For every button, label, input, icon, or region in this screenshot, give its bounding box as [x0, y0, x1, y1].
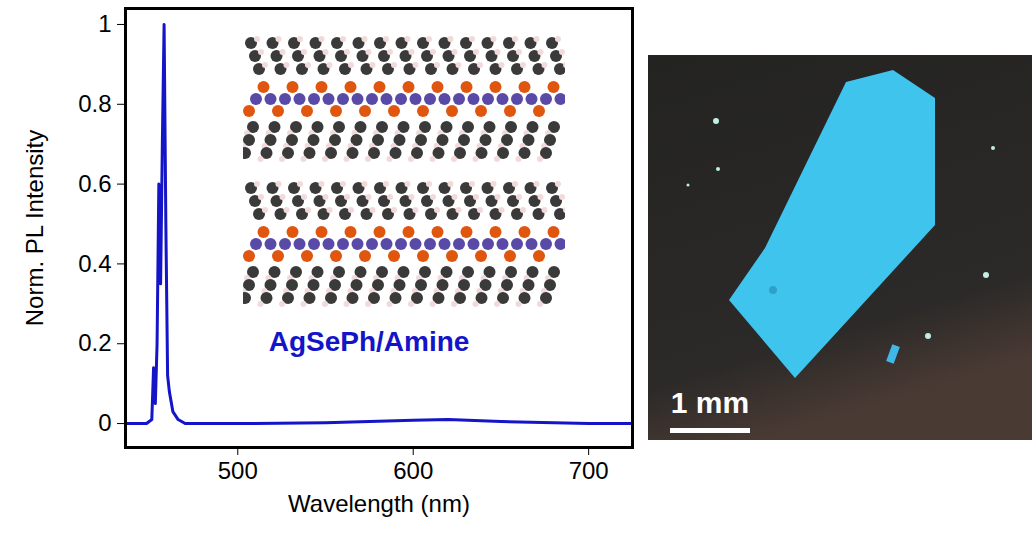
svg-text:600: 600: [393, 457, 433, 484]
svg-text:500: 500: [218, 457, 258, 484]
svg-text:1 mm: 1 mm: [671, 386, 749, 419]
svg-text:Wavelength (nm): Wavelength (nm): [288, 490, 470, 517]
svg-text:0: 0: [98, 409, 111, 436]
svg-text:1: 1: [98, 10, 111, 37]
svg-text:0.8: 0.8: [78, 90, 111, 117]
svg-text:700: 700: [569, 457, 609, 484]
svg-text:AgSePh/Amine: AgSePh/Amine: [269, 326, 470, 357]
svg-text:Norm. PL Intensity: Norm. PL Intensity: [21, 130, 48, 327]
svg-text:0.2: 0.2: [78, 329, 111, 356]
svg-text:0.6: 0.6: [78, 170, 111, 197]
svg-text:0.4: 0.4: [78, 250, 111, 277]
